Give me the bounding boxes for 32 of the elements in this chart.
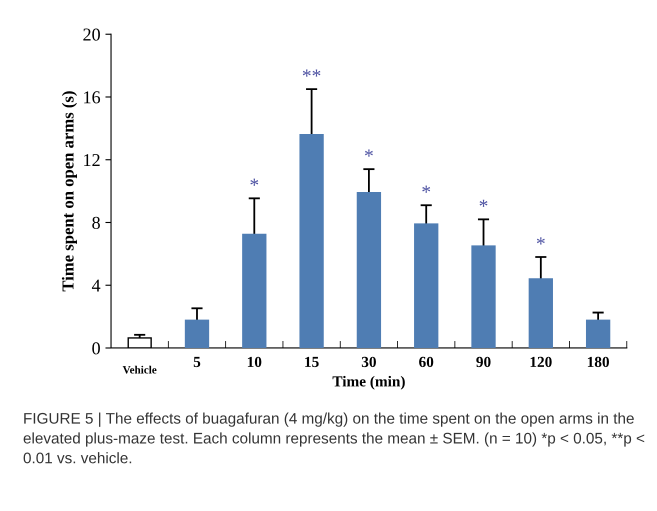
y-axis-title: Time spent on open arms (s) (62, 91, 78, 292)
x-tick-label: 120 (530, 356, 552, 368)
x-axis-title: Time (min) (332, 376, 405, 390)
bar (471, 245, 496, 348)
y-tick-label: 8 (92, 216, 100, 229)
x-tick-label: 5 (194, 356, 200, 368)
bar (242, 234, 266, 348)
x-tick-label: 10 (248, 356, 262, 368)
data-label: ** (302, 69, 320, 77)
x-tick-label: 15 (305, 356, 319, 368)
data-label: * (422, 186, 430, 193)
caption: FIGURE 5 | The effects of buagafuran (4 mg/kg) on the time spent on the open arms in the elevated plus-maze test. Each column represents the mean ± SEM. (n = 10) *p < 0.05, **p < 0.01 vs. vehicle. (24, 412, 644, 464)
x-tick-label: 60 (419, 356, 434, 368)
x-tick-label: 180 (588, 356, 609, 368)
bar (528, 278, 553, 348)
y-tick-label: 0 (92, 342, 100, 354)
x-tick-label: 30 (362, 356, 376, 368)
bar (586, 320, 610, 348)
bar (184, 320, 210, 348)
data-label: * (364, 150, 373, 157)
y-tick-label: 4 (92, 280, 100, 292)
data-label: * (480, 200, 488, 207)
data-label: * (536, 237, 545, 244)
y-tick-label: 12 (84, 154, 100, 166)
y-tick-label: 20 (83, 28, 100, 41)
y-tick-label: 16 (84, 91, 100, 104)
bar (356, 192, 382, 348)
data-label: * (250, 178, 258, 186)
bar (299, 134, 324, 348)
x-tick-label: Vehicle (122, 366, 156, 374)
x-tick-label: 90 (476, 356, 491, 368)
bar (414, 223, 438, 348)
